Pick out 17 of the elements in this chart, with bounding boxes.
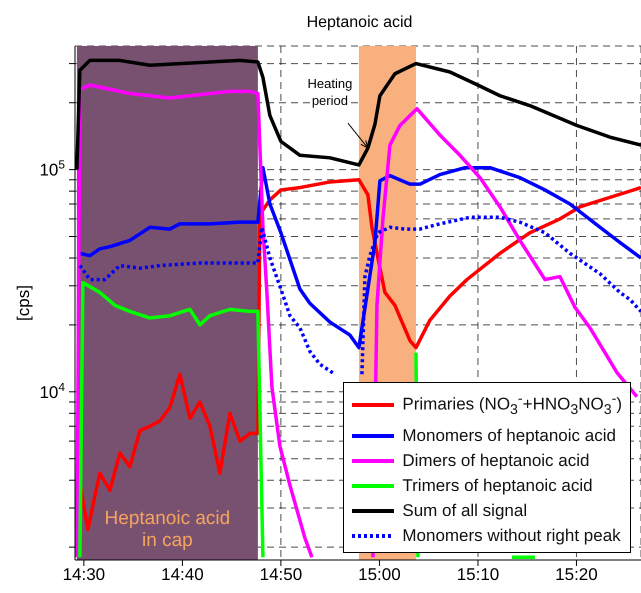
- legend-label: Monomers without right peak: [402, 525, 621, 547]
- x-tick-label: 14:30: [62, 565, 106, 584]
- x-tick-label: 15:10: [456, 565, 500, 584]
- legend-label: Sum of all signal: [402, 500, 528, 522]
- x-tick-label: 14:50: [260, 565, 302, 584]
- y-tick-label: 10$^{5}$: [39, 158, 66, 180]
- x-tick-label: 15:00: [358, 565, 401, 584]
- x-tick-label: 14:40: [161, 565, 204, 584]
- text: Primaries (NO$_{3}$$^{-}$+HNO$_{3}$NO$_{3}$$^{-}$): [402, 390, 622, 418]
- x-tick-label: 15:20: [555, 565, 598, 584]
- legend-label: Trimers of heptanoic acid: [402, 475, 593, 497]
- chart-title: Heptanoic acid: [306, 13, 414, 33]
- y-tick-label: 10$^{4}$: [39, 380, 66, 402]
- band-label: Heptanoic acid in cap: [104, 508, 230, 551]
- legend-label: Monomers of heptanoic acid: [402, 425, 616, 447]
- y-axis-title: [cps]: [14, 285, 34, 321]
- legend-label: Dimers of heptanoic acid: [402, 450, 590, 472]
